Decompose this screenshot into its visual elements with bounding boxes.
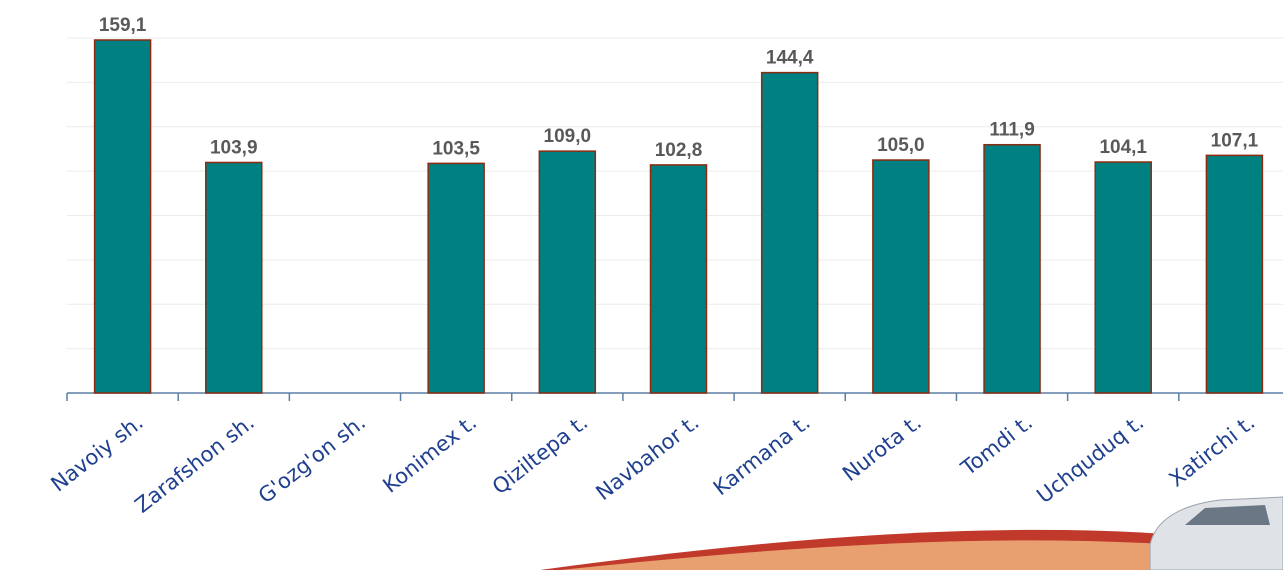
bar — [872, 159, 930, 394]
x-tick-label: Nurota t. — [838, 410, 926, 486]
decor-car — [1149, 496, 1283, 570]
bar — [983, 143, 1041, 394]
x-tick-label: Qiziltepa t. — [488, 410, 593, 499]
value-label: 105,0 — [877, 135, 925, 156]
value-label: 111,9 — [989, 120, 1034, 141]
value-label: 102,8 — [655, 140, 703, 161]
bar — [538, 150, 597, 394]
bar — [649, 164, 708, 394]
x-tick-label: Navoiy sh. — [46, 410, 147, 496]
x-tick-label: Tomdi t. — [956, 410, 1037, 481]
bar — [205, 161, 263, 394]
value-label: 103,9 — [210, 137, 258, 158]
value-label: 104,1 — [1099, 137, 1147, 158]
x-tick-label: Navbahor t. — [591, 410, 703, 505]
bar — [760, 71, 819, 394]
value-label: 107,1 — [1211, 130, 1259, 151]
value-label: 103,5 — [432, 138, 480, 159]
x-tick-label: Uchquduq t. — [1032, 410, 1148, 508]
x-tick-label: Konimex t. — [378, 410, 481, 498]
bar — [1094, 161, 1152, 394]
bar — [427, 162, 485, 394]
value-label: 159,1 — [99, 15, 147, 36]
value-label: 144,4 — [766, 48, 814, 69]
bar — [93, 39, 152, 394]
x-tick-label: Zarafshon sh. — [130, 410, 258, 518]
x-tick-label: G'ozg'on sh. — [254, 410, 370, 508]
x-tick-label: Xatirchi t. — [1165, 410, 1260, 492]
decor-swoosh-inner — [560, 540, 1283, 570]
bar — [1205, 154, 1264, 394]
x-tick-label: Karmana t. — [709, 410, 815, 500]
value-label: 109,0 — [544, 126, 592, 147]
